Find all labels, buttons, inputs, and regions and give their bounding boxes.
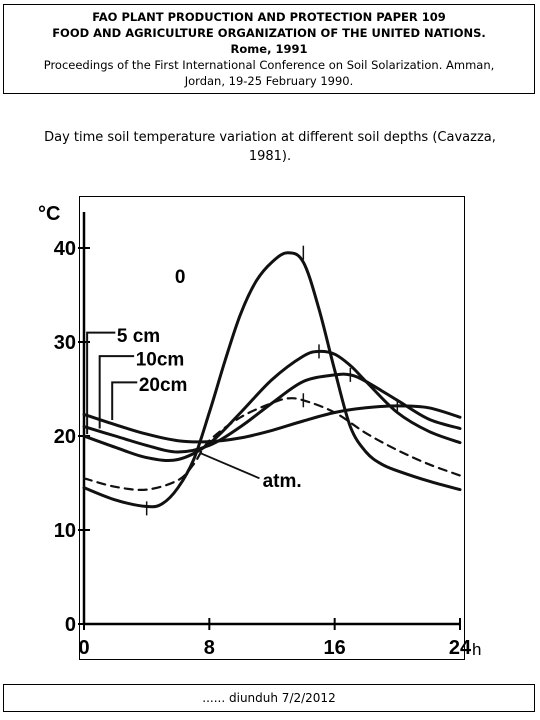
header-proceedings-line2: Jordan, 19-25 February 1990. (184, 74, 354, 88)
header-place-year: Rome, 1991 (230, 42, 308, 56)
leader-line-20cm (111, 381, 138, 421)
y-tick-label: 30 (54, 332, 76, 354)
series-line-0 (82, 251, 462, 509)
y-tick-label: 20 (54, 426, 76, 448)
series-label-atm: atm. (263, 471, 302, 492)
axes: 0 10 20 30 40 0 8 16 24 °C h (38, 203, 481, 659)
series-label-10cm: 10cm (136, 350, 185, 371)
x-tick-label: 8 (204, 637, 215, 659)
x-axis-unit: h (472, 640, 481, 659)
chart-frame (79, 196, 465, 660)
y-tick-label: 40 (54, 238, 76, 260)
series-lines (82, 245, 462, 516)
caption-line1: Day time soil temperature variation at d… (44, 130, 496, 145)
series-label-0: 0 (175, 267, 186, 288)
series-labels: 0 5 cm 10cm 20cm atm. (86, 267, 302, 492)
header-proceedings-line1: Proceedings of the First International C… (43, 58, 495, 72)
y-tick-label: 0 (65, 614, 76, 636)
series-line-5cm (82, 349, 462, 463)
footer-text: ...... diunduh 7/2/2012 (202, 691, 336, 705)
footer-box: ...... diunduh 7/2/2012 (3, 684, 535, 712)
x-tick-label: 24 (449, 637, 472, 659)
x-tick-label: 0 (78, 637, 89, 659)
caption-line2: 1981). (248, 149, 292, 164)
y-tick-label: 10 (54, 520, 76, 542)
header-organization: FOOD AND AGRICULTURE ORGANIZATION OF THE… (52, 26, 486, 40)
x-tick-label: 16 (324, 637, 346, 659)
leader-line-atm (199, 452, 260, 480)
series-line-atm (82, 397, 462, 491)
series-line-10cm (82, 372, 462, 454)
y-axis-unit: °C (38, 203, 60, 225)
leader-line-10cm (98, 355, 135, 429)
series-label-20cm: 20cm (139, 375, 188, 396)
series-line-20cm (82, 404, 462, 444)
series-label-5cm: 5 cm (117, 326, 160, 347)
figure-caption: Day time soil temperature variation at d… (20, 128, 520, 166)
header-box: FAO PLANT PRODUCTION AND PROTECTION PAPE… (3, 4, 535, 94)
leader-line-5cm (86, 331, 116, 435)
header-series-title: FAO PLANT PRODUCTION AND PROTECTION PAPE… (92, 10, 446, 24)
